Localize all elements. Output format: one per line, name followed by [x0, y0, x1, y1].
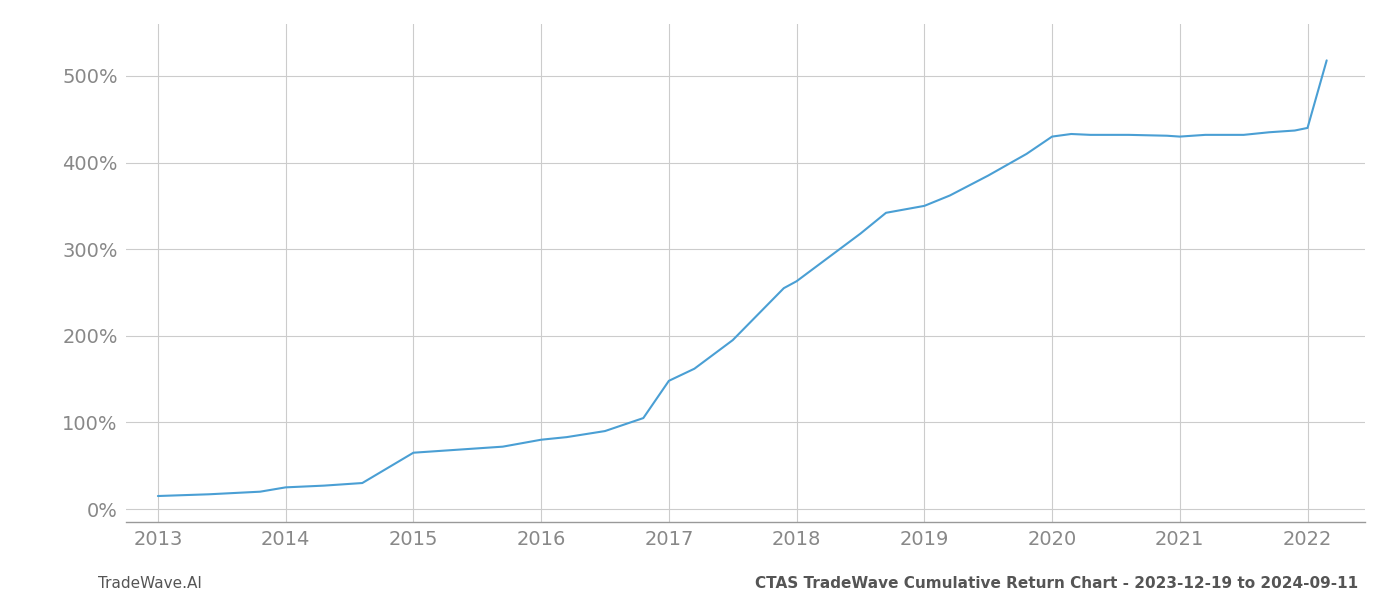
- Text: TradeWave.AI: TradeWave.AI: [98, 576, 202, 591]
- Text: CTAS TradeWave Cumulative Return Chart - 2023-12-19 to 2024-09-11: CTAS TradeWave Cumulative Return Chart -…: [755, 576, 1358, 591]
